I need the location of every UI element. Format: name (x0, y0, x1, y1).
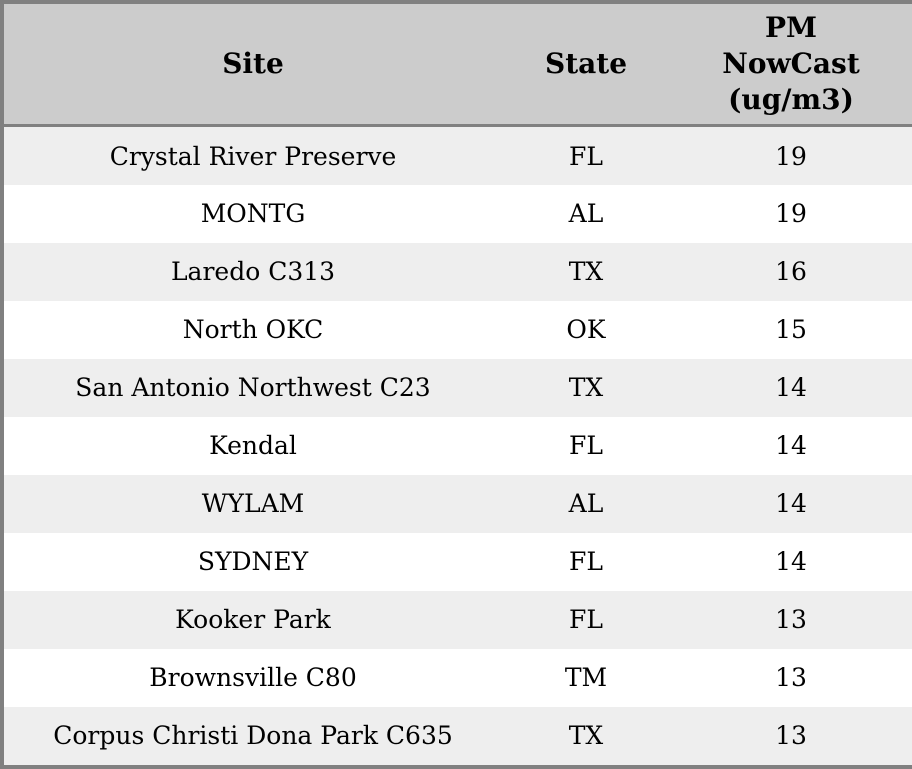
table-row: MONTG AL 19 (2, 185, 912, 243)
table-row: Laredo C313 TX 16 (2, 242, 912, 301)
header-pm-nowcast: PM NowCast (ug/m3) (670, 2, 912, 127)
state-cell: OK (566, 315, 606, 345)
pm-nowcast-cell: 14 (775, 547, 807, 577)
table-row: SYDNEY FL 14 (2, 532, 912, 591)
header-row: Site State PM NowCast (ug/m3) (2, 2, 912, 127)
table-body: Crystal River Preserve FL 19 MONTG AL 19 Lared… (2, 125, 912, 767)
table-header: Site State PM NowCast (ug/m3) (2, 2, 912, 127)
pm-nowcast-cell: 14 (775, 373, 807, 403)
site-cell: San Antonio Northwest C23 (75, 373, 431, 403)
header-state: State (502, 2, 670, 127)
state-cell: FL (569, 431, 603, 461)
header-site-label: Site (222, 47, 284, 81)
table-row: Kendal FL 14 (2, 416, 912, 475)
state-cell: TX (568, 721, 604, 751)
state-cell: FL (569, 605, 603, 635)
site-cell: Laredo C313 (170, 257, 336, 287)
header-pm-nowcast-label: PM NowCast (ug/m3) (722, 11, 860, 116)
site-cell: North OKC (182, 315, 324, 345)
state-cell: AL (568, 489, 604, 519)
table-row: North OKC OK 15 (2, 300, 912, 359)
site-cell: Kendal (209, 431, 297, 461)
table-row: Crystal River Preserve FL 19 (2, 125, 912, 185)
state-cell: AL (568, 199, 604, 229)
pm-nowcast-cell: 13 (775, 663, 807, 693)
state-cell: FL (569, 141, 603, 171)
site-cell: Corpus Christi Dona Park C635 (53, 721, 453, 751)
table-row: Corpus Christi Dona Park C635 TX 13 (2, 706, 912, 767)
table-row: San Antonio Northwest C23 TX 14 (2, 358, 912, 417)
site-cell: SYDNEY (197, 547, 309, 577)
site-cell: MONTG (200, 199, 306, 229)
table-row: WYLAM AL 14 (2, 474, 912, 533)
pm-nowcast-cell: 19 (775, 141, 807, 171)
pm-nowcast-cell: 15 (775, 315, 807, 345)
pm-nowcast-cell: 13 (775, 605, 807, 635)
header-site: Site (2, 2, 502, 127)
site-cell: Kooker Park (175, 605, 331, 635)
state-cell: TX (568, 257, 604, 287)
pm-nowcast-cell: 14 (775, 431, 807, 461)
site-cell: Crystal River Preserve (109, 141, 397, 171)
state-cell: TM (564, 663, 608, 693)
pm-nowcast-cell: 14 (775, 489, 807, 519)
header-state-label: State (544, 47, 628, 81)
state-cell: TX (568, 373, 604, 403)
pm-nowcast-cell: 13 (775, 721, 807, 751)
site-cell: WYLAM (201, 489, 305, 519)
state-cell: FL (569, 547, 603, 577)
pm-nowcast-cell: 19 (775, 199, 807, 229)
table-row: Brownsville C80 TM 13 (2, 648, 912, 707)
pm-nowcast-cell: 16 (775, 257, 807, 287)
site-cell: Brownsville C80 (149, 663, 357, 693)
table-row: Kooker Park FL 13 (2, 590, 912, 649)
